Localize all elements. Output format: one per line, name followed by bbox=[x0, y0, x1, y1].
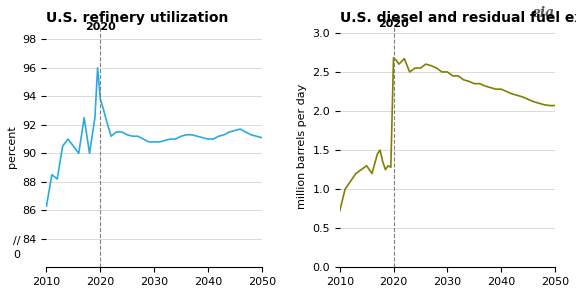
Text: //: // bbox=[13, 235, 21, 245]
Text: U.S. diesel and residual fuel exports: U.S. diesel and residual fuel exports bbox=[340, 11, 576, 25]
Y-axis label: million barrels per day: million barrels per day bbox=[297, 83, 306, 209]
Text: 2020: 2020 bbox=[378, 19, 409, 29]
Text: 0: 0 bbox=[14, 250, 21, 260]
Text: 2020: 2020 bbox=[85, 22, 116, 32]
Y-axis label: percent: percent bbox=[7, 125, 17, 168]
Text: eia: eia bbox=[532, 6, 555, 20]
Text: U.S. refinery utilization: U.S. refinery utilization bbox=[47, 11, 229, 25]
